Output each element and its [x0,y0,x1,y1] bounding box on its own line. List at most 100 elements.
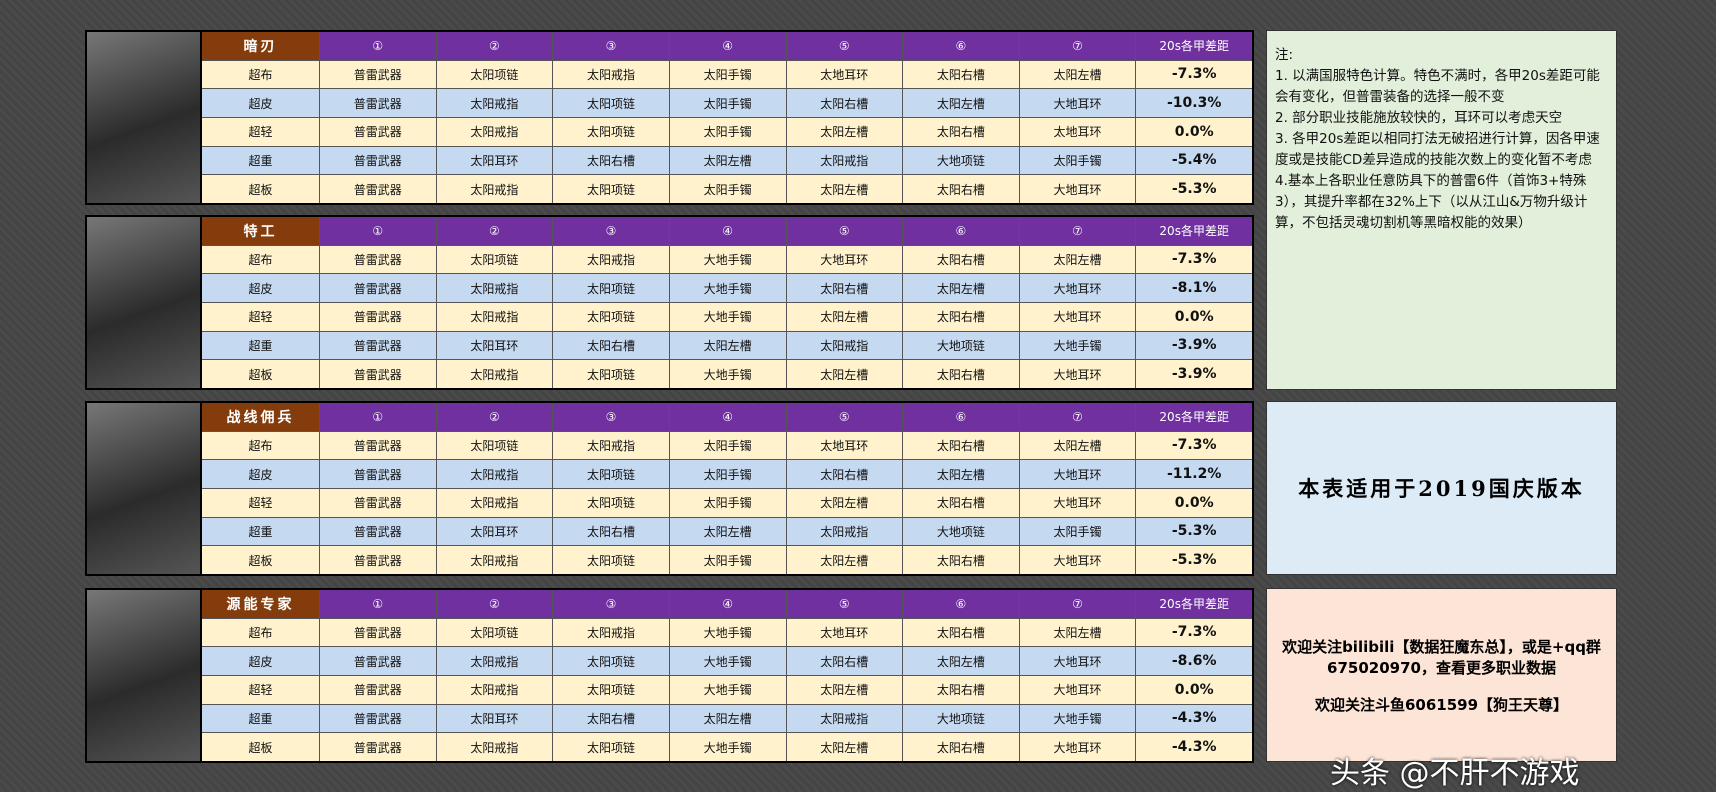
column-header: ③ [553,403,669,431]
cell: 普雷武器 [320,675,436,704]
cell: 太阳项链 [436,618,553,647]
row-label: 超板 [202,546,319,574]
note-item: 3. 各甲20s差距以相同打法无破招进行计算，因各甲速度或是技能CD差异造成的技… [1275,131,1600,168]
cell: 太阳左槽 [669,517,786,546]
cell: 太阳项链 [553,546,669,574]
cell: 大地项链 [903,704,1019,733]
cell: 普雷武器 [320,517,436,546]
cell: 大地手镯 [669,245,786,274]
cell: 太阳右槽 [903,431,1019,460]
cell: 太阳手镯 [1019,146,1136,175]
column-header: ④ [669,217,786,245]
cell: 太阳右槽 [786,274,903,302]
cell: 太地耳环 [786,431,903,460]
column-header: ⑥ [903,217,1019,245]
cell: 普雷武器 [320,360,436,388]
column-header: ④ [669,32,786,60]
cell: 普雷武器 [320,460,436,488]
row-label: 超轻 [202,117,319,146]
cell: 普雷武器 [320,175,436,203]
class-block: 暗刃 ① ② ③ ④ ⑤ ⑥ ⑦ 20s各甲差距 超布 普雷武器 太阳项链 太阳戒指 太阳手镯 太地耳环 太阳… [85,30,1254,205]
cell: 太阳手镯 [1019,517,1136,546]
cell: 太阳右槽 [903,618,1019,647]
column-header: ⑥ [903,590,1019,618]
gap-value: -5.3% [1136,517,1252,546]
cell: 大地耳环 [786,245,903,274]
cell: 太阳手镯 [669,460,786,488]
cell: 太阳左槽 [786,733,903,761]
column-header: ① [320,590,436,618]
cell: 大地耳环 [1019,274,1136,302]
cell: 太阳戒指 [786,331,903,360]
cell: 太阳戒指 [436,733,553,761]
row-label: 超板 [202,733,319,761]
cell: 太阳戒指 [436,117,553,146]
cell: 普雷武器 [320,245,436,274]
cell: 大地手镯 [669,360,786,388]
gap-value: -7.3% [1136,618,1252,647]
cell: 太阳手镯 [669,431,786,460]
cell: 大地手镯 [669,675,786,704]
row-label: 超布 [202,60,319,89]
gap-value: -3.9% [1136,331,1252,360]
row-label: 超板 [202,175,319,203]
cell: 太阳左槽 [669,146,786,175]
row-label: 超重 [202,146,319,175]
cell: 太地耳环 [786,60,903,89]
column-header: ② [436,217,553,245]
cell: 太阳戒指 [436,460,553,488]
notes-heading: 注: [1275,47,1294,63]
gap-value: -3.9% [1136,360,1252,388]
gap-value: 0.0% [1136,117,1252,146]
column-header: ⑥ [903,403,1019,431]
column-header: ⑦ [1019,217,1136,245]
cell: 普雷武器 [320,117,436,146]
cell: 太阳项链 [436,60,553,89]
cell: 太阳项链 [553,675,669,704]
cell: 太阳右槽 [903,117,1019,146]
cell: 普雷武器 [320,146,436,175]
cell: 太阳手镯 [669,546,786,574]
gap-value: -8.6% [1136,647,1252,675]
cell: 太阳戒指 [436,675,553,704]
cell: 太阳左槽 [1019,431,1136,460]
note-item: 4.基本上各职业任意防具下的普雷6件（首饰3+特殊3），其提升率都在32%上下（… [1275,173,1588,231]
cell: 太阳右槽 [903,360,1019,388]
cell: 太阳戒指 [436,488,553,517]
cell: 太阳左槽 [786,488,903,517]
cell: 太阳戒指 [436,360,553,388]
cell: 太阳左槽 [786,117,903,146]
gap-value: -4.3% [1136,704,1252,733]
column-header: 20s各甲差距 [1136,217,1252,245]
portrait [87,403,200,574]
gap-value: 0.0% [1136,675,1252,704]
cell: 普雷武器 [320,431,436,460]
cell: 太阳右槽 [903,302,1019,331]
cell: 太阳右槽 [903,245,1019,274]
class-name: 战线佣兵 [202,403,319,431]
version-box: 本表适用于2019国庆版本 [1266,401,1617,575]
cell: 大地手镯 [1019,331,1136,360]
gap-value: -5.4% [1136,146,1252,175]
cell: 普雷武器 [320,302,436,331]
cell: 太阳右槽 [553,146,669,175]
gap-value: -7.3% [1136,245,1252,274]
cell: 太阳戒指 [553,618,669,647]
cell: 普雷武器 [320,733,436,761]
cell: 太地耳环 [786,618,903,647]
table: 特工 ① ② ③ ④ ⑤ ⑥ ⑦ 20s各甲差距 超布 普雷武器 太阳项链 太阳戒指 大地手镯 大地耳环 太阳… [202,217,1252,388]
class-name: 暗刃 [202,32,319,60]
portrait [87,32,200,203]
cell: 太阳戒指 [436,175,553,203]
column-header: ⑤ [786,32,903,60]
cell: 大地手镯 [669,647,786,675]
gap-value: -7.3% [1136,431,1252,460]
column-header: ⑦ [1019,403,1136,431]
cell: 太阳左槽 [669,331,786,360]
cell: 大地耳环 [1019,675,1136,704]
cell: 太阳项链 [553,274,669,302]
cell: 太阳右槽 [903,175,1019,203]
cell: 太阳左槽 [786,175,903,203]
gap-value: -10.3% [1136,89,1252,117]
